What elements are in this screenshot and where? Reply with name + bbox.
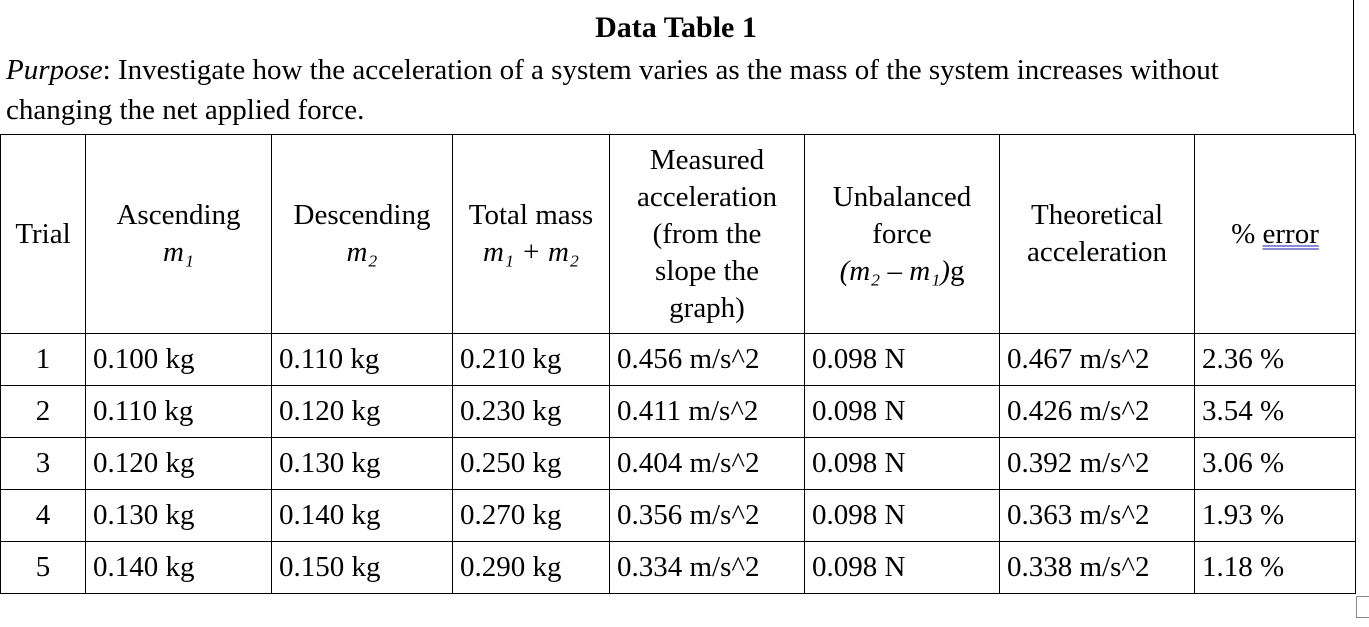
cell-trial: 5 xyxy=(0,541,86,594)
cell-total: 0.230 kg xyxy=(452,385,610,438)
force-formula-g: g xyxy=(949,254,965,287)
header-theoretical-acceleration: Theoretical acceleration xyxy=(999,134,1195,334)
cell-force: 0.098 N xyxy=(804,437,1000,490)
cell-m1: 0.100 kg xyxy=(85,333,272,386)
cell-m2: 0.110 kg xyxy=(271,333,453,386)
cell-total: 0.270 kg xyxy=(452,489,610,542)
cell-force: 0.098 N xyxy=(804,385,1000,438)
cell-m1: 0.130 kg xyxy=(85,489,272,542)
purpose-text: : Investigate how the acceleration of a … xyxy=(6,54,1219,126)
cell-theoretical: 0.467 m/s^2 xyxy=(999,333,1195,386)
cell-measured: 0.404 m/s^2 xyxy=(609,437,805,490)
header-measured-acceleration: Measured acceleration (from the slope th… xyxy=(609,134,805,334)
symbol-m2: m₂ xyxy=(346,236,378,268)
cell-measured: 0.411 m/s^2 xyxy=(609,385,805,438)
cell-m1: 0.110 kg xyxy=(85,385,272,438)
cell-total: 0.250 kg xyxy=(452,437,610,490)
table-row: 4 0.130 kg 0.140 kg 0.270 kg 0.356 m/s^2… xyxy=(0,489,1356,542)
table-row: 3 0.120 kg 0.130 kg 0.250 kg 0.404 m/s^2… xyxy=(0,437,1356,490)
cell-m2: 0.130 kg xyxy=(271,437,453,490)
header-ascending: Ascending m₁ xyxy=(85,134,272,334)
frame-border xyxy=(1353,0,1354,134)
header-row: Trial Ascending m₁ Descending m₂ Total m… xyxy=(0,134,1356,334)
cell-error: 3.06 % xyxy=(1194,437,1356,490)
cell-force: 0.098 N xyxy=(804,541,1000,594)
cell-force: 0.098 N xyxy=(804,489,1000,542)
header-trial: Trial xyxy=(0,134,86,334)
cell-theoretical: 0.426 m/s^2 xyxy=(999,385,1195,438)
resize-handle[interactable] xyxy=(1356,596,1369,618)
cell-measured: 0.456 m/s^2 xyxy=(609,333,805,386)
purpose-statement: Purpose: Investigate how the acceleratio… xyxy=(6,50,1306,130)
header-unbalanced-force: Unbalanced force (m₂ – m₁)g xyxy=(804,134,1000,334)
cell-error: 2.36 % xyxy=(1194,333,1356,386)
cell-total: 0.210 kg xyxy=(452,333,610,386)
cell-total: 0.290 kg xyxy=(452,541,610,594)
table-title: Data Table 1 xyxy=(595,11,757,44)
cell-theoretical: 0.338 m/s^2 xyxy=(999,541,1195,594)
cell-error: 1.18 % xyxy=(1194,541,1356,594)
cell-trial: 3 xyxy=(0,437,86,490)
cell-measured: 0.356 m/s^2 xyxy=(609,489,805,542)
cell-measured: 0.334 m/s^2 xyxy=(609,541,805,594)
cell-force: 0.098 N xyxy=(804,333,1000,386)
data-table: Trial Ascending m₁ Descending m₂ Total m… xyxy=(0,134,1356,594)
cell-trial: 4 xyxy=(0,489,86,542)
cell-error: 1.93 % xyxy=(1194,489,1356,542)
header-total-mass: Total mass m₁ + m₂ xyxy=(452,134,610,334)
header-descending: Descending m₂ xyxy=(271,134,453,334)
cell-theoretical: 0.392 m/s^2 xyxy=(999,437,1195,490)
cell-theoretical: 0.363 m/s^2 xyxy=(999,489,1195,542)
cell-trial: 2 xyxy=(0,385,86,438)
table-row: 1 0.100 kg 0.110 kg 0.210 kg 0.456 m/s^2… xyxy=(0,333,1356,386)
cell-m2: 0.150 kg xyxy=(271,541,453,594)
cell-m1: 0.120 kg xyxy=(85,437,272,490)
cell-m1: 0.140 kg xyxy=(85,541,272,594)
symbol-m1: m₁ xyxy=(162,236,195,268)
table-row: 5 0.140 kg 0.150 kg 0.290 kg 0.334 m/s^2… xyxy=(0,541,1356,594)
cell-trial: 1 xyxy=(0,333,86,386)
cell-error: 3.54 % xyxy=(1194,385,1356,438)
purpose-label: Purpose xyxy=(6,54,103,86)
symbol-total: m₁ + m₂ xyxy=(482,236,580,268)
force-formula: (m₂ – m₁) xyxy=(839,254,950,287)
header-percent-error: % error xyxy=(1194,134,1356,334)
cell-m2: 0.140 kg xyxy=(271,489,453,542)
cell-m2: 0.120 kg xyxy=(271,385,453,438)
error-word: error xyxy=(1262,217,1319,250)
table-row: 2 0.110 kg 0.120 kg 0.230 kg 0.411 m/s^2… xyxy=(0,385,1356,438)
